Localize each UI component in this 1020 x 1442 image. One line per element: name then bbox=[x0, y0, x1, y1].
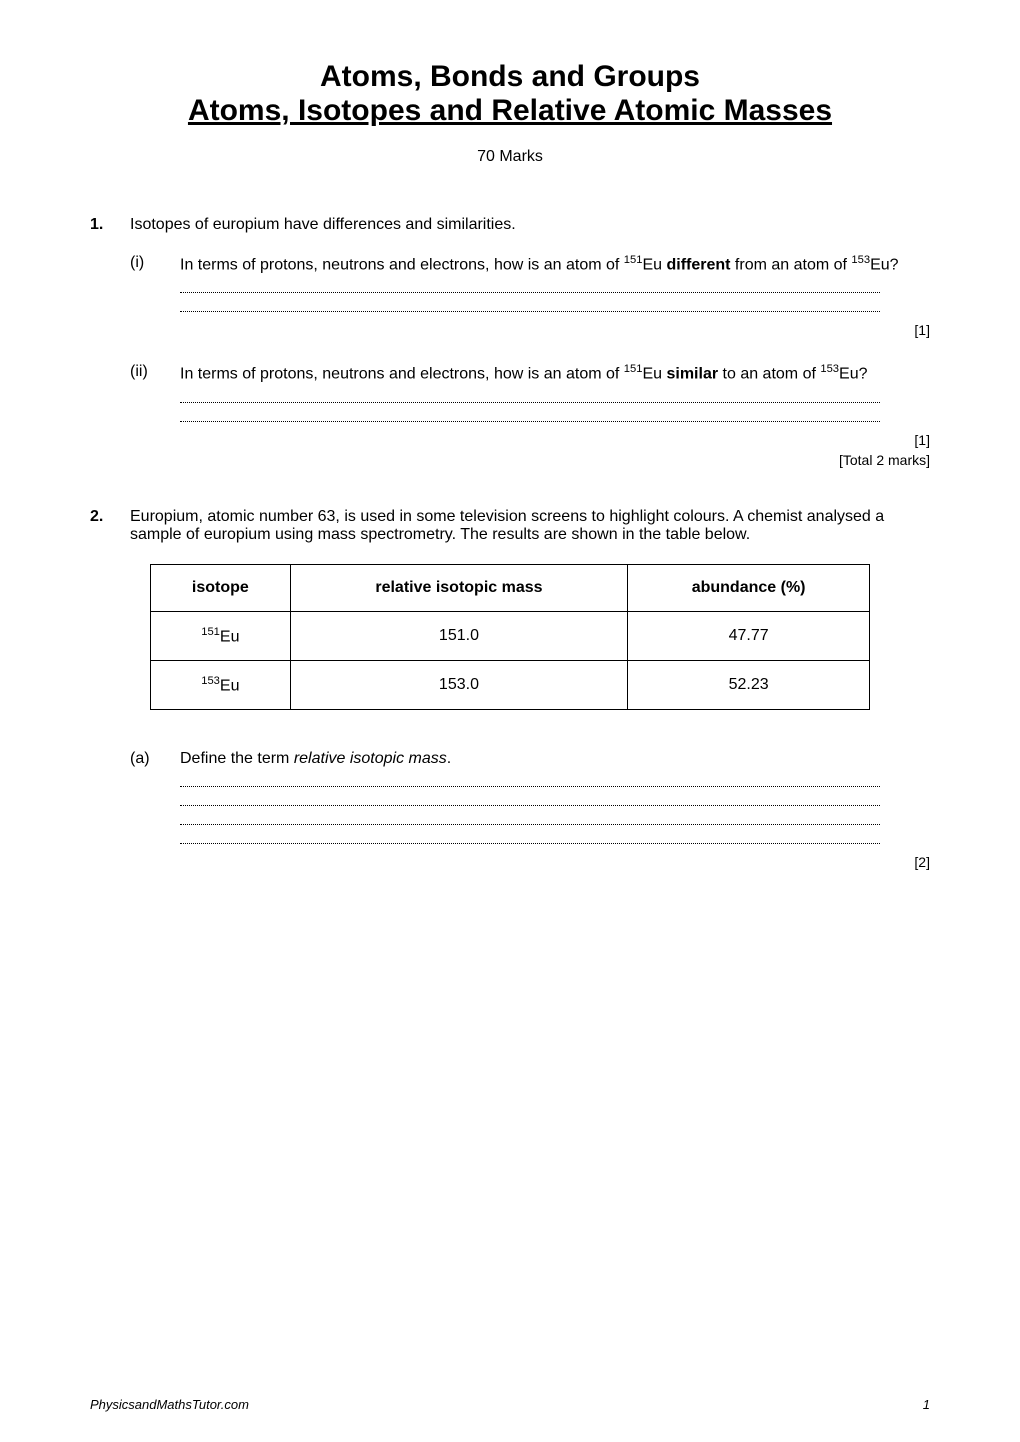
q2a-text-before: Define the term bbox=[180, 750, 294, 767]
question-2-number: 2. bbox=[90, 508, 130, 526]
question-1-part-ii: (ii) In terms of protons, neutrons and e… bbox=[90, 363, 930, 383]
col-header-isotope: isotope bbox=[151, 564, 291, 611]
q2a-label: (a) bbox=[130, 750, 180, 768]
footer-page-number: 1 bbox=[923, 1397, 930, 1412]
cell-mass: 153.0 bbox=[290, 660, 628, 709]
col-header-abundance: abundance (%) bbox=[628, 564, 870, 611]
answer-line bbox=[180, 786, 880, 787]
q1i-mark: [1] bbox=[90, 322, 930, 338]
q2a-italic: relative isotopic mass bbox=[294, 750, 447, 767]
q1ii-mark: [1] bbox=[90, 432, 930, 448]
q1i-text: In terms of protons, neutrons and electr… bbox=[180, 254, 930, 274]
answer-line bbox=[180, 311, 880, 312]
cell-abundance: 52.23 bbox=[628, 660, 870, 709]
cell-abundance: 47.77 bbox=[628, 611, 870, 660]
q1i-mid: from an atom of bbox=[730, 256, 851, 273]
question-2-part-a: (a) Define the term relative isotopic ma… bbox=[90, 750, 930, 768]
q1i-label: (i) bbox=[130, 254, 180, 272]
q1ii-text-frag1: In terms of protons, neutrons and electr… bbox=[180, 366, 624, 383]
q1i-bold: different bbox=[666, 256, 730, 273]
answer-line bbox=[180, 421, 880, 422]
iso-sup: 151 bbox=[201, 626, 220, 638]
cell-isotope: 151Eu bbox=[151, 611, 291, 660]
answer-line bbox=[180, 292, 880, 293]
answer-line bbox=[180, 402, 880, 403]
answer-line bbox=[180, 843, 880, 844]
question-1-part-i: (i) In terms of protons, neutrons and el… bbox=[90, 254, 930, 274]
question-2-stem: Europium, atomic number 63, is used in s… bbox=[130, 508, 900, 544]
cell-mass: 151.0 bbox=[290, 611, 628, 660]
answer-line bbox=[180, 805, 880, 806]
q2a-text: Define the term relative isotopic mass. bbox=[180, 750, 930, 768]
q1i-text-frag1: In terms of protons, neutrons and electr… bbox=[180, 256, 624, 273]
q1ii-elem2: Eu? bbox=[839, 366, 867, 383]
q2a-text-after: . bbox=[447, 750, 451, 767]
q1ii-bold: similar bbox=[666, 366, 718, 383]
iso-el: Eu bbox=[220, 628, 240, 645]
q1ii-mid: to an atom of bbox=[718, 366, 820, 383]
q2a-mark: [2] bbox=[90, 854, 930, 870]
q1i-elem2: Eu? bbox=[870, 256, 898, 273]
q1-total-marks: [Total 2 marks] bbox=[90, 452, 930, 468]
question-1-stem: Isotopes of europium have differences an… bbox=[130, 216, 930, 234]
q1i-sup2: 153 bbox=[851, 254, 870, 266]
title-line-2: Atoms, Isotopes and Relative Atomic Mass… bbox=[90, 94, 930, 128]
page-footer: PhysicsandMathsTutor.com 1 bbox=[90, 1397, 930, 1412]
title-block: Atoms, Bonds and Groups Atoms, Isotopes … bbox=[90, 60, 930, 128]
cell-isotope: 153Eu bbox=[151, 660, 291, 709]
table-row: 151Eu 151.0 47.77 bbox=[151, 611, 870, 660]
isotope-table: isotope relative isotopic mass abundance… bbox=[150, 564, 870, 711]
title-line-1: Atoms, Bonds and Groups bbox=[90, 60, 930, 94]
q1ii-label: (ii) bbox=[130, 363, 180, 381]
footer-left: PhysicsandMathsTutor.com bbox=[90, 1397, 249, 1412]
col-header-mass: relative isotopic mass bbox=[290, 564, 628, 611]
answer-line bbox=[180, 824, 880, 825]
iso-sup: 153 bbox=[201, 675, 220, 687]
question-2: 2. Europium, atomic number 63, is used i… bbox=[90, 508, 930, 871]
table-row: 153Eu 153.0 52.23 bbox=[151, 660, 870, 709]
q1ii-sup1: 151 bbox=[624, 363, 643, 375]
iso-el: Eu bbox=[220, 677, 240, 694]
question-1-number: 1. bbox=[90, 216, 130, 234]
question-1: 1. Isotopes of europium have differences… bbox=[90, 216, 930, 468]
table-header-row: isotope relative isotopic mass abundance… bbox=[151, 564, 870, 611]
total-marks: 70 Marks bbox=[90, 148, 930, 166]
q1ii-sup2: 153 bbox=[820, 363, 839, 375]
q1ii-text: In terms of protons, neutrons and electr… bbox=[180, 363, 930, 383]
q1i-elem1: Eu bbox=[642, 256, 666, 273]
q1ii-elem1: Eu bbox=[642, 366, 666, 383]
q1i-sup1: 151 bbox=[624, 254, 643, 266]
